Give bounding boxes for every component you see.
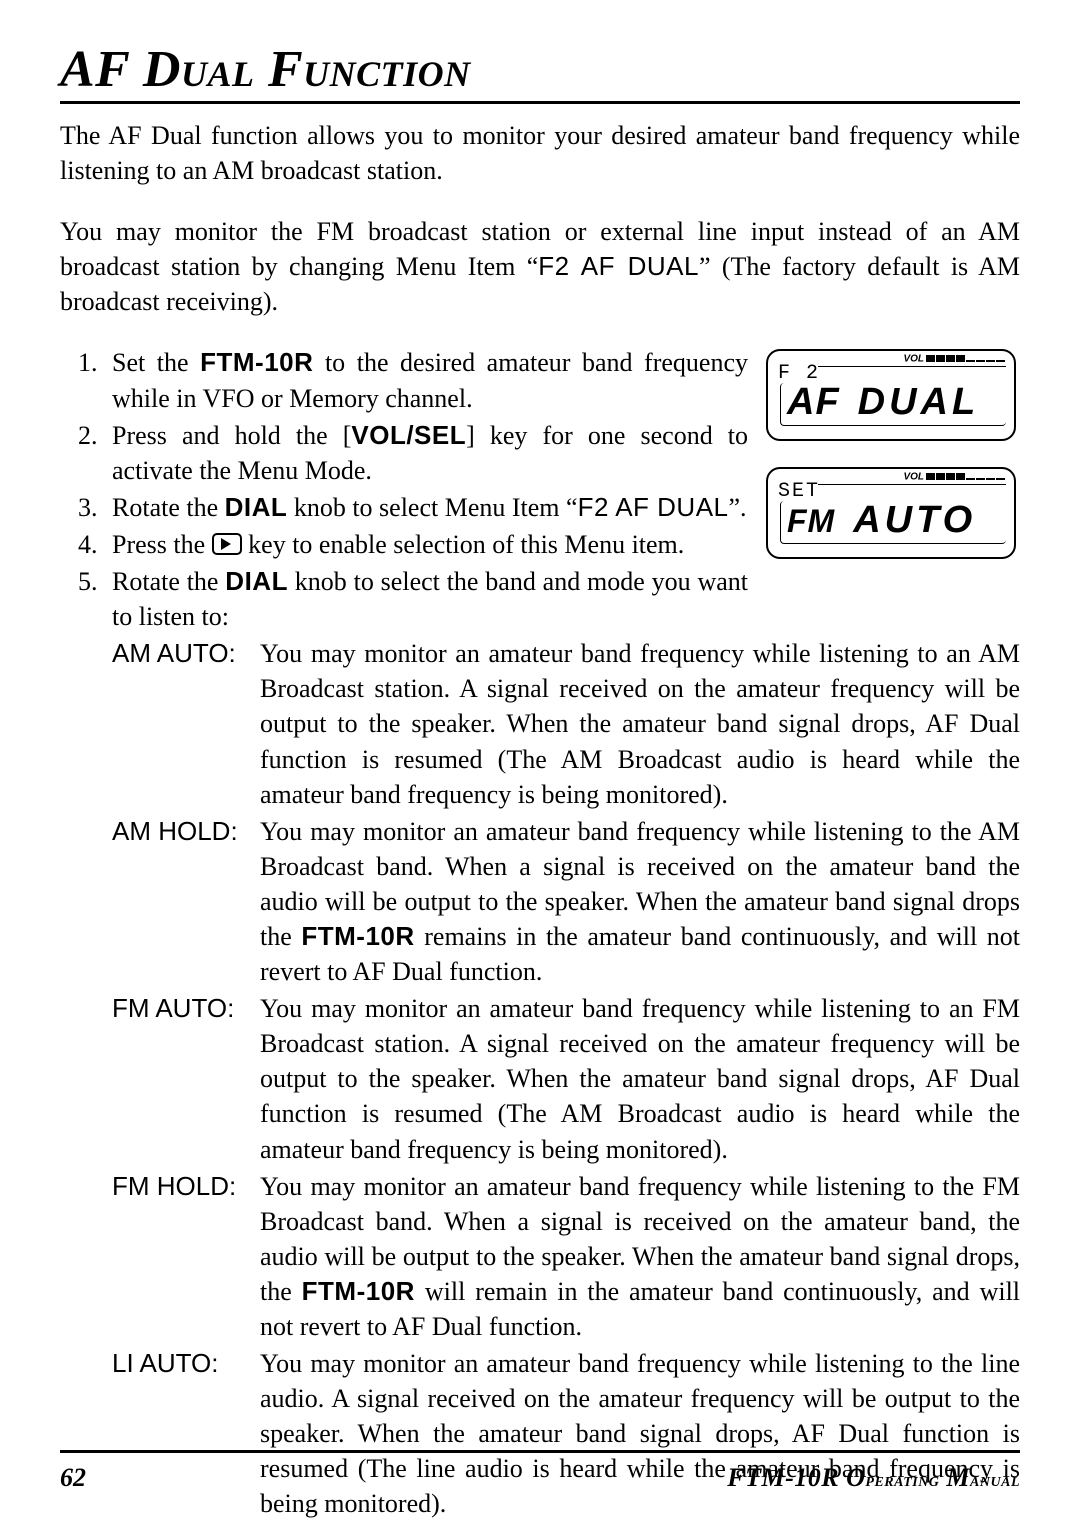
mode-fm-auto: FM AUTO: You may monitor an amateur band…	[112, 991, 1020, 1166]
device-model: FTM-10R	[200, 347, 313, 377]
mode-body: You may monitor an amateur band frequenc…	[260, 814, 1020, 989]
mode-body: You may monitor an amateur band frequenc…	[260, 1169, 1020, 1344]
mode-body: You may monitor an amateur band frequenc…	[260, 991, 1020, 1166]
mode-label: AM HOLD:	[112, 814, 260, 989]
mode-label: FM AUTO:	[112, 991, 260, 1166]
mode-body: You may monitor an amateur band frequenc…	[260, 636, 1020, 811]
text: Press the	[112, 530, 212, 559]
mode-am-hold: AM HOLD: You may monitor an amateur band…	[112, 814, 1020, 989]
menu-item-name: F2 AF DUAL	[538, 251, 699, 281]
text: Press and hold the [	[112, 421, 351, 450]
intro-paragraph-1: The AF Dual function allows you to monit…	[60, 118, 1020, 188]
page-title: AF Dual Function	[60, 40, 1020, 104]
lcd1-left: AF	[787, 383, 840, 421]
lcd-figure-1: VOL F 2 AF DUAL	[766, 349, 1016, 441]
knob-name: DIAL	[225, 492, 288, 522]
mode-am-auto: AM AUTO: You may monitor an amateur band…	[112, 636, 1020, 811]
page-footer: 62 FTM-10R Operating Manual	[60, 1450, 1020, 1493]
text: anual	[970, 1469, 1020, 1491]
manual-page: AF Dual Function The AF Dual function al…	[0, 0, 1080, 1529]
play-key-icon	[212, 533, 242, 555]
page-number: 62	[60, 1463, 86, 1493]
intro-paragraph-2: You may monitor the FM broadcast station…	[60, 214, 1020, 319]
text: FTM-10R O	[727, 1463, 865, 1492]
menu-item-name: F2 AF DUAL	[578, 492, 729, 522]
mode-label: AM AUTO:	[112, 636, 260, 811]
manual-title: FTM-10R Operating Manual	[727, 1463, 1020, 1493]
lcd1-right: DUAL	[858, 383, 980, 421]
device-model: FTM-10R	[302, 1276, 415, 1306]
vol-bars	[926, 472, 1006, 482]
text: Rotate the	[112, 567, 225, 596]
vol-label: VOL	[903, 354, 924, 365]
key-name: VOL/SEL	[351, 420, 466, 450]
vol-label: VOL	[903, 472, 924, 483]
text: perating	[865, 1469, 939, 1491]
mode-fm-hold: FM HOLD: You may monitor an amateur band…	[112, 1169, 1020, 1344]
text: M	[939, 1463, 970, 1492]
text: knob to select Menu Item “	[287, 493, 577, 522]
knob-name: DIAL	[225, 566, 288, 596]
vol-bars	[926, 354, 1006, 364]
mode-label: LI AUTO:	[112, 1346, 260, 1521]
lcd-figure-stack: VOL F 2 AF DUAL VOL SET FM AUTO	[766, 349, 1020, 585]
mode-definitions: AM AUTO: You may monitor an amateur band…	[112, 636, 1020, 1521]
lcd-figure-2: VOL SET FM AUTO	[766, 467, 1016, 559]
device-model: FTM-10R	[301, 921, 414, 951]
text: ”.	[729, 493, 747, 522]
lcd2-left: FM	[787, 504, 835, 538]
lcd2-right: AUTO	[853, 501, 976, 539]
mode-label: FM HOLD:	[112, 1169, 260, 1344]
text: key to enable selection of this Menu ite…	[242, 530, 685, 559]
mode-li-auto: LI AUTO: You may monitor an amateur band…	[112, 1346, 1020, 1521]
text: Set the	[112, 348, 200, 377]
mode-body: You may monitor an amateur band frequenc…	[260, 1346, 1020, 1521]
text: Rotate the	[112, 493, 225, 522]
